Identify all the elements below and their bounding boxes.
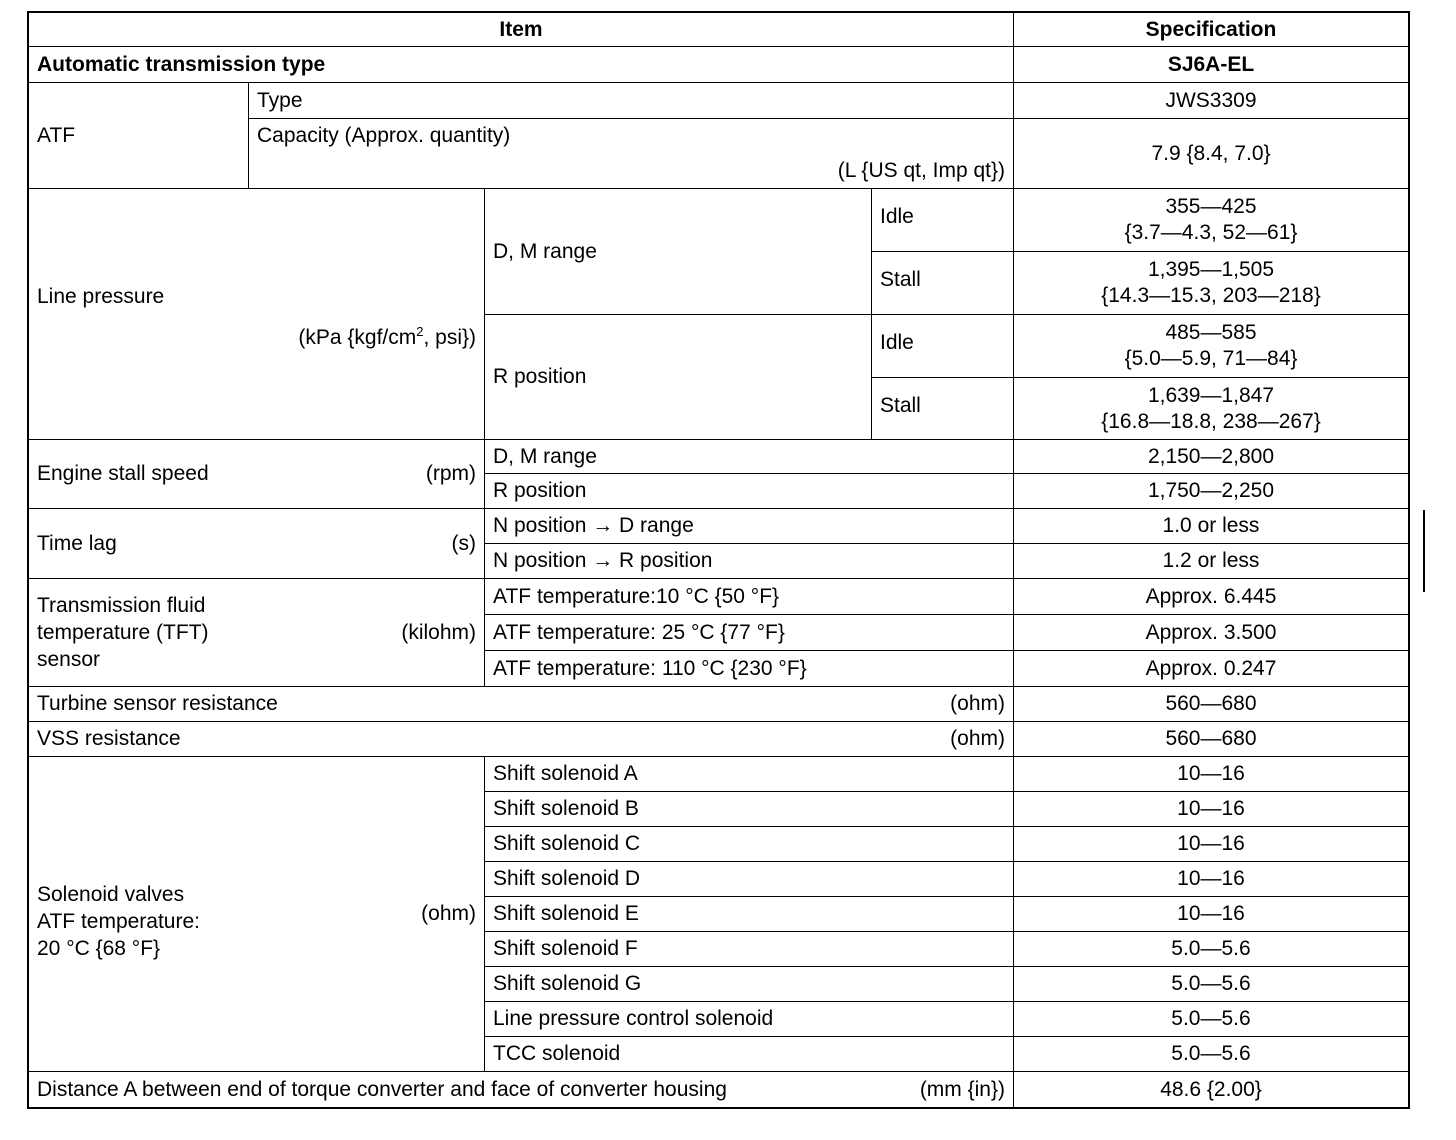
distance-cell: Distance A between end of torque convert…	[28, 1071, 1014, 1108]
stall-value: 1,750—2,250	[1013, 473, 1409, 509]
solenoid-label: ATF temperature:	[37, 909, 200, 933]
line-pressure-unit: (kPa {kgf/cm2, psi})	[298, 324, 476, 349]
time-lag-unit: (s)	[451, 531, 477, 555]
header-item: Item	[28, 12, 1014, 47]
solenoid-unit: (ohm)	[421, 902, 476, 925]
time-lag-cell: Time lag (s)	[28, 508, 485, 579]
tft-cond: ATF temperature:10 °C {50 °F}	[484, 578, 1014, 615]
transmission-type-label: Automatic transmission type	[28, 46, 1014, 83]
tft-cond: ATF temperature: 110 °C {230 °F}	[484, 650, 1014, 687]
solenoid-cond: Shift solenoid E	[484, 896, 1014, 932]
distance-value: 48.6 {2.00}	[1013, 1071, 1409, 1108]
lp-cond: Idle	[871, 188, 1014, 252]
solenoid-cell: Solenoid valves ATF temperature: 20 °C {…	[28, 756, 485, 1072]
stall-cond: D, M range	[484, 439, 1014, 474]
time-lag-cond: N position → R position	[484, 543, 1014, 579]
solenoid-label: 20 °C {68 °F}	[37, 936, 161, 960]
atf-label: ATF	[28, 82, 249, 189]
solenoid-cond: Shift solenoid D	[484, 861, 1014, 897]
line-pressure-r-position: R position	[484, 314, 872, 440]
solenoid-cond: Shift solenoid C	[484, 826, 1014, 862]
stall-value: 2,150—2,800	[1013, 439, 1409, 474]
vss-unit: (ohm)	[950, 727, 1005, 750]
solenoid-cond: Shift solenoid B	[484, 791, 1014, 827]
lp-value: 485—585 {5.0—5.9, 71—84}	[1013, 314, 1409, 378]
stall-speed-unit: (rpm)	[425, 462, 476, 485]
stall-cond: R position	[484, 473, 1014, 509]
solenoid-cond: Shift solenoid A	[484, 756, 1014, 792]
turbine-label: Turbine sensor resistance	[37, 692, 278, 715]
scan-mark	[1423, 510, 1425, 592]
solenoid-value: 5.0—5.6	[1013, 931, 1409, 967]
solenoid-cond: Shift solenoid F	[484, 931, 1014, 967]
tft-value: Approx. 3.500	[1013, 614, 1409, 651]
vss-label: VSS resistance	[37, 727, 181, 750]
time-lag-value: 1.0 or less	[1013, 508, 1409, 544]
solenoid-value: 10—16	[1013, 756, 1409, 792]
tft-cond: ATF temperature: 25 °C {77 °F}	[484, 614, 1014, 651]
solenoid-cond: TCC solenoid	[484, 1036, 1014, 1072]
lp-value: 1,395—1,505 {14.3—15.3, 203—218}	[1013, 251, 1409, 315]
tft-value: Approx. 0.247	[1013, 650, 1409, 687]
tft-label: Transmission fluid	[37, 594, 206, 617]
distance-unit: (mm {in})	[919, 1077, 1005, 1101]
solenoid-value: 10—16	[1013, 791, 1409, 827]
lp-value: 355—425 {3.7—4.3, 52—61}	[1013, 188, 1409, 252]
atf-type-label: Type	[248, 82, 1014, 119]
line-pressure-dm-range: D, M range	[484, 188, 872, 315]
solenoid-value: 5.0—5.6	[1013, 1001, 1409, 1037]
atf-capacity-label: Capacity (Approx. quantity)	[257, 124, 511, 147]
atf-capacity-value: 7.9 {8.4, 7.0}	[1013, 118, 1409, 189]
lp-cond: Idle	[871, 314, 1014, 378]
time-lag-value: 1.2 or less	[1013, 543, 1409, 579]
turbine-unit: (ohm)	[950, 692, 1005, 715]
solenoid-value: 10—16	[1013, 896, 1409, 932]
solenoid-label: Solenoid valves	[37, 882, 185, 906]
tft-value: Approx. 6.445	[1013, 578, 1409, 615]
lp-value: 1,639—1,847 {16.8—18.8, 238—267}	[1013, 377, 1409, 440]
time-lag-label: Time lag	[37, 531, 117, 555]
time-lag-cond: N position → D range	[484, 508, 1014, 544]
atf-capacity-unit: (L {US qt, Imp qt})	[837, 159, 1005, 182]
tft-unit: (kilohm)	[401, 620, 476, 644]
solenoid-cond: Shift solenoid G	[484, 966, 1014, 1002]
vss-cell: VSS resistance (ohm)	[28, 721, 1014, 757]
header-specification: Specification	[1013, 12, 1409, 47]
solenoid-value: 10—16	[1013, 861, 1409, 897]
transmission-type-value: SJ6A-EL	[1013, 46, 1409, 83]
tft-label: sensor	[37, 648, 101, 671]
vss-value: 560—680	[1013, 721, 1409, 757]
stall-speed-label: Engine stall speed	[37, 462, 209, 485]
atf-type-value: JWS3309	[1013, 82, 1409, 119]
solenoid-value: 5.0—5.6	[1013, 1036, 1409, 1072]
solenoid-value: 10—16	[1013, 826, 1409, 862]
solenoid-cond: Line pressure control solenoid	[484, 1001, 1014, 1037]
line-pressure-cell: Line pressure (kPa {kgf/cm2, psi})	[28, 188, 485, 440]
tft-label: temperature (TFT)	[37, 621, 209, 644]
stall-speed-cell: Engine stall speed (rpm)	[28, 439, 485, 509]
lp-cond: Stall	[871, 377, 1014, 440]
atf-capacity-cell: Capacity (Approx. quantity) (L {US qt, I…	[248, 118, 1014, 189]
turbine-value: 560—680	[1013, 686, 1409, 722]
lp-cond: Stall	[871, 251, 1014, 315]
line-pressure-label: Line pressure	[37, 285, 165, 308]
turbine-cell: Turbine sensor resistance (ohm)	[28, 686, 1014, 722]
solenoid-value: 5.0—5.6	[1013, 966, 1409, 1002]
tft-cell: Transmission fluid temperature (TFT) sen…	[28, 578, 485, 687]
distance-label: Distance A between end of torque convert…	[37, 1077, 727, 1101]
